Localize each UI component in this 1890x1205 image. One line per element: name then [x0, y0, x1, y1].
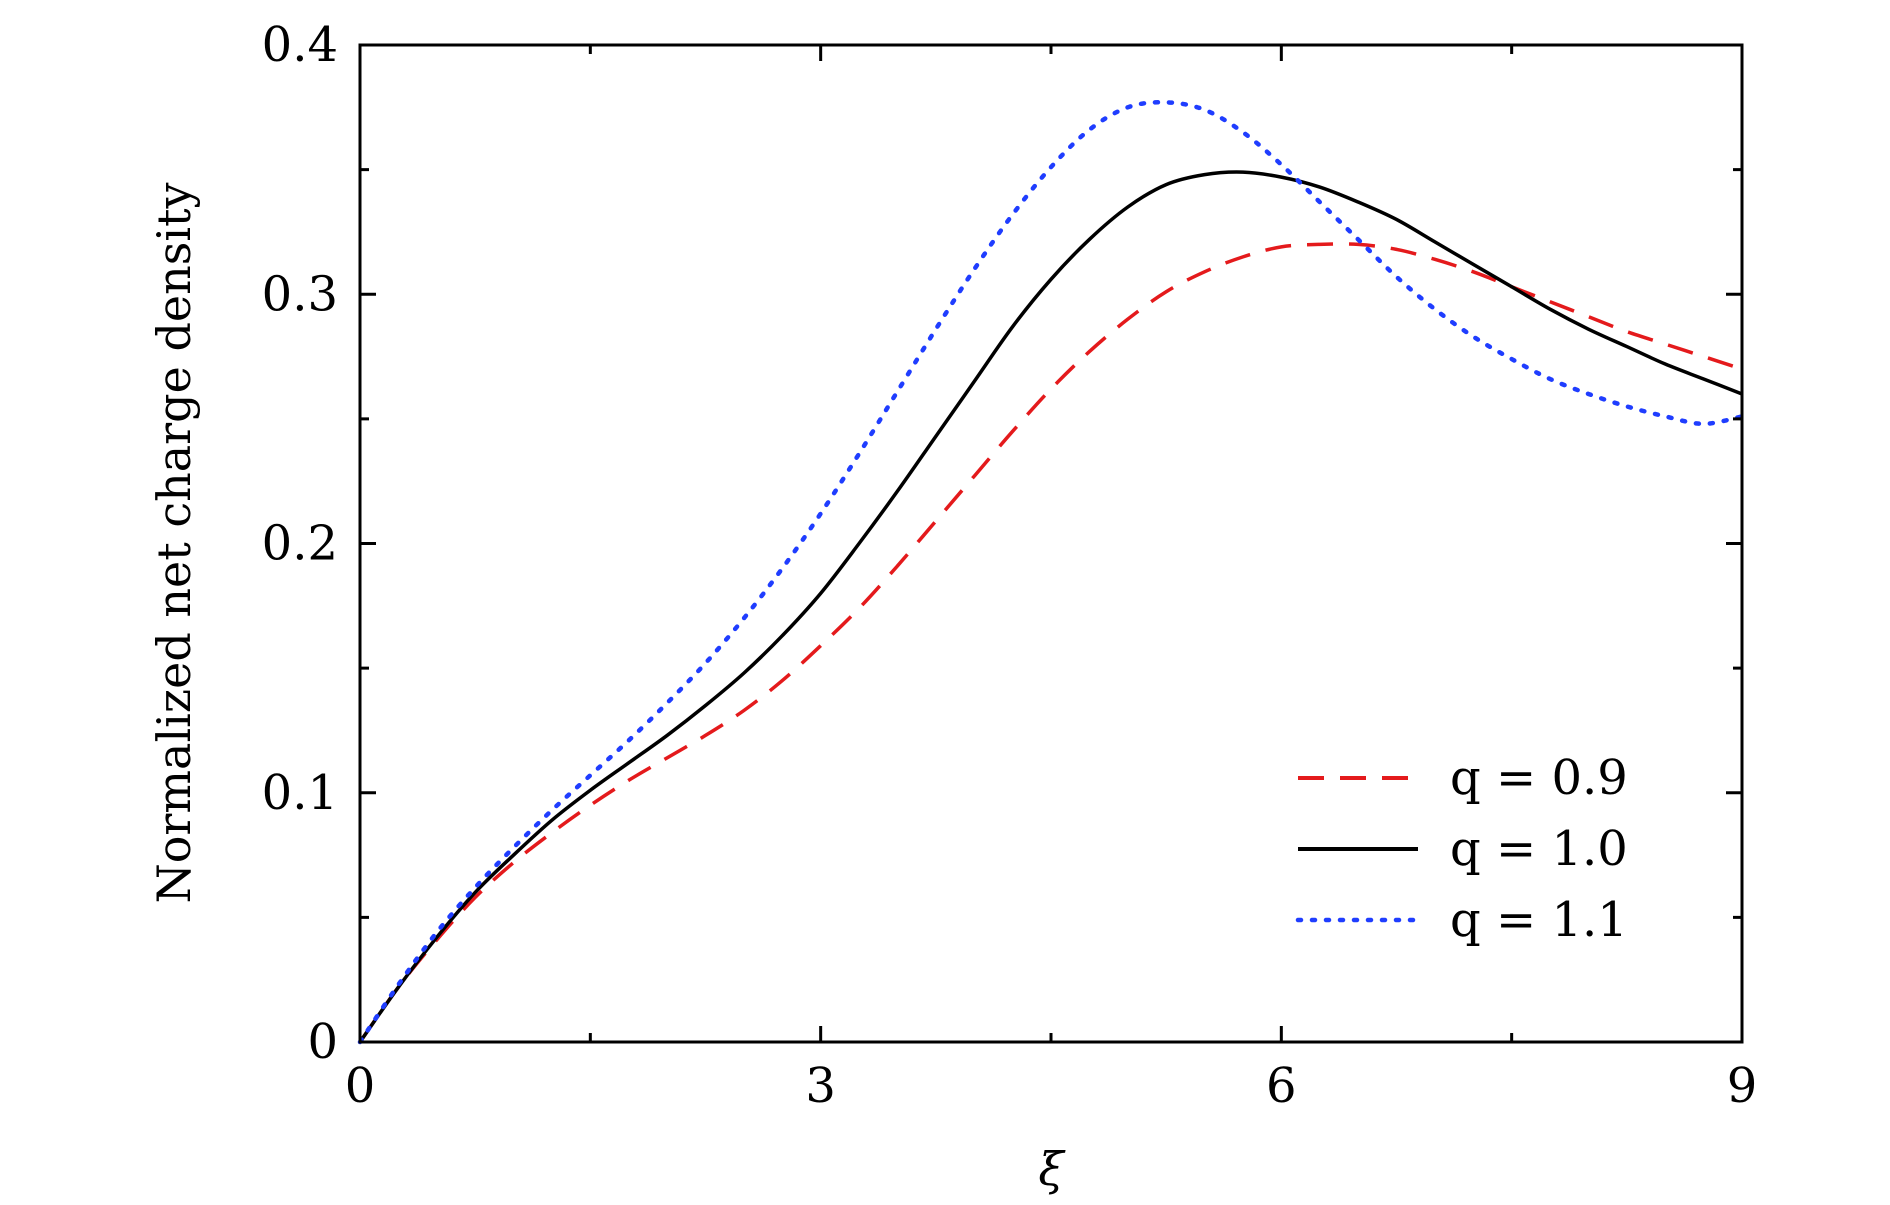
ticks-layer: [358, 43, 1744, 1044]
labels-layer: ξ Normalized net charge density 0 3 6 9 0 0.1…: [147, 17, 1757, 1196]
legend-label-3: q = 1.1: [1450, 892, 1628, 948]
x-axis-label: ξ: [1038, 1142, 1066, 1196]
y-tick-label: 0.4: [262, 17, 338, 73]
y-tick-label: 0.3: [262, 266, 338, 322]
x-tick-label: 6: [1266, 1058, 1297, 1114]
legend-label-2: q = 1.0: [1450, 821, 1628, 877]
legend-label-1: q = 0.9: [1450, 750, 1628, 806]
x-tick-label: 3: [805, 1058, 836, 1114]
y-tick-label: 0.2: [262, 516, 338, 572]
y-tick-label: 0.1: [262, 765, 338, 821]
y-axis-label: Normalized net charge density: [147, 182, 201, 903]
legend: q = 0.9 q = 1.0 q = 1.1: [1295, 750, 1628, 948]
y-tick-label: 0: [307, 1014, 338, 1070]
x-tick-label: 9: [1727, 1058, 1758, 1114]
x-tick-label: 0: [345, 1058, 376, 1114]
series-line-3: [357, 99, 1745, 1045]
series-line-2: [358, 170, 1743, 1044]
series-layer: [357, 99, 1745, 1045]
